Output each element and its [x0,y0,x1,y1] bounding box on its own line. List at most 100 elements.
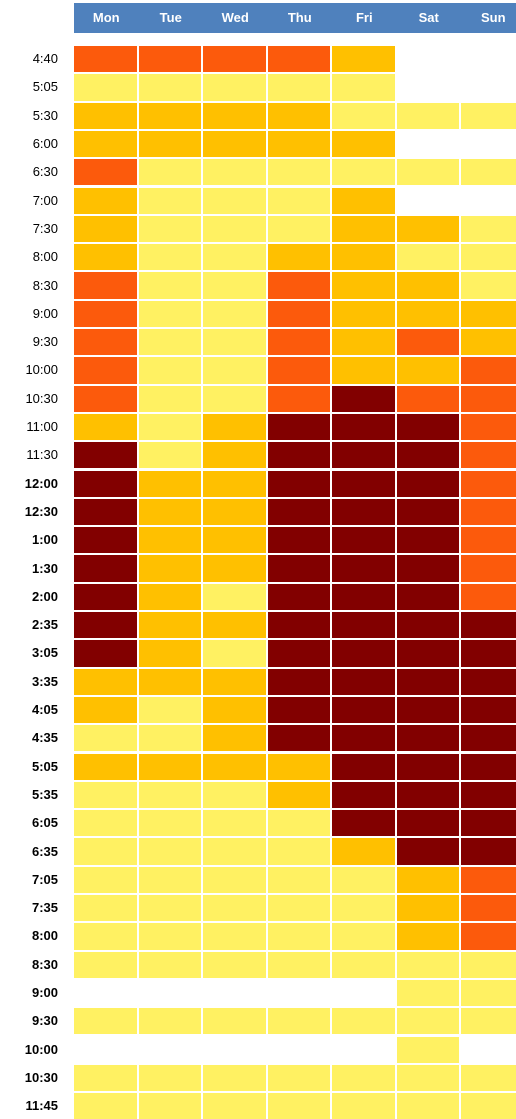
day-label-wed: Wed [221,10,249,25]
heatmap-cell [267,130,330,158]
time-label: 11:45 [25,1098,58,1114]
heatmap-cell [74,1036,137,1063]
time-label: 9:30 [32,334,58,350]
heatmap-cell [332,810,395,837]
heatmap-cell [461,923,516,950]
heatmap-cell [138,527,201,554]
heatmap-cell [461,640,516,667]
time-label: 5:05 [31,758,58,774]
heatmap-cell [332,612,395,639]
heatmap-cell [396,244,459,271]
heatmap-cell [332,923,395,950]
heatmap-cell [74,329,137,356]
heatmap-cell [74,895,137,922]
heatmap-cell [461,498,516,526]
heatmap-cell [396,46,459,73]
heatmap-cell [138,1093,201,1119]
heatmap-cell [461,470,516,497]
time-label: 2:00 [31,588,58,604]
heatmap-cell [267,923,330,950]
heatmap-cell [138,74,201,101]
heatmap-cell [138,951,201,978]
heatmap-cell [203,159,266,186]
heatmap-cell [267,895,330,922]
heatmap-cell [396,555,459,582]
heatmap-cell [138,385,201,412]
heatmap-cell [138,979,201,1007]
heatmap-cell [267,810,330,837]
time-label: 4:35 [31,730,58,746]
heatmap-cell [203,753,266,780]
heatmap-cell [74,612,137,639]
heatmap-cell [138,810,201,837]
heatmap-cell [203,1093,266,1119]
heatmap-cell [267,640,330,667]
heatmap-cell [203,1008,266,1035]
heatmap-cell [332,46,395,73]
time-label: 8:30 [32,277,58,293]
heatmap-cell [74,74,137,101]
heatmap-cell [332,470,395,497]
heatmap-cell [203,442,266,469]
heatmap-cell [74,1093,137,1119]
heatmap-cell [74,979,137,1007]
heatmap-cell [396,1093,459,1119]
heatmap-cell [461,272,516,299]
heatmap-cell [332,102,395,129]
heatmap-cell [461,810,516,837]
heatmap-cell [267,498,330,526]
heatmap-cell [332,753,395,780]
time-label: 9:00 [32,305,58,321]
heatmap-cell [267,442,330,469]
heatmap-cell [138,1008,201,1035]
time-label: 7:30 [32,220,58,236]
heatmap-cell [138,725,201,752]
heatmap-cell [203,640,266,667]
heatmap-cell [138,923,201,950]
heatmap-cell [138,187,201,214]
heatmap-cell [74,159,137,186]
heatmap-cell [396,923,459,950]
heatmap-cell [138,612,201,639]
time-label: 1:00 [31,532,58,548]
heatmap-cell [332,696,395,724]
heatmap-cell [74,725,137,752]
heatmap-cell [461,385,516,412]
heatmap-cell [332,74,395,101]
heatmap-cell [138,866,201,893]
heatmap-cell [461,357,516,384]
heatmap-cell [267,357,330,384]
time-label: 6:00 [32,136,58,152]
heatmap-cell [267,612,330,639]
heatmap-cell [267,527,330,554]
heatmap-cell [267,215,330,243]
heatmap-cell [74,102,137,129]
heatmap-cell [203,866,266,893]
day-header-bar [74,3,516,33]
heatmap-cell [267,1093,330,1119]
heatmap-cell [267,753,330,780]
heatmap-cell [461,300,516,327]
time-label: 1:30 [31,560,58,576]
heatmap-cell [332,583,395,610]
heatmap-cell [203,74,266,101]
heatmap-cell [332,951,395,978]
heatmap-cell [138,244,201,271]
heatmap-cell [267,781,330,809]
heatmap-cell [203,470,266,497]
time-label: 11:00 [26,419,58,435]
heatmap-cell [138,753,201,780]
heatmap-cell [138,1064,201,1092]
heatmap-cell [396,130,459,158]
day-label-mon: Mon [92,10,120,25]
heatmap-cell [138,668,201,695]
heatmap-cell [396,442,459,469]
heatmap-cell [203,357,266,384]
heatmap-cell [461,668,516,695]
heatmap-cell [138,413,201,441]
heatmap-cell [138,781,201,809]
heatmap-cell [138,895,201,922]
heatmap-cell [203,1036,266,1063]
heatmap-cell [461,159,516,186]
heatmap-cell [332,1093,395,1119]
